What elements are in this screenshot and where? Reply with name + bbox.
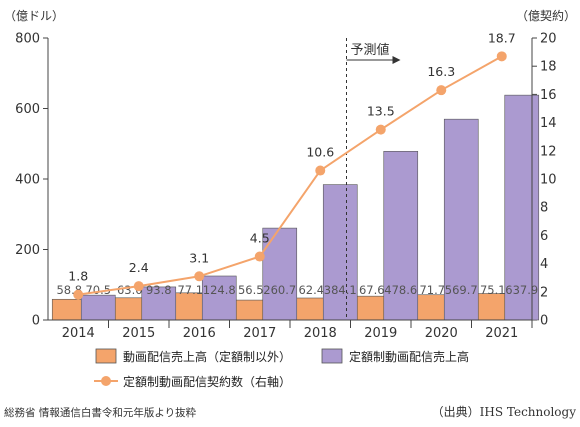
- bar-value-label: 124.8: [203, 283, 236, 297]
- line-value-label: 18.7: [488, 30, 516, 45]
- bar-subscription: [383, 150, 419, 321]
- right-tick-label: 8: [540, 201, 548, 216]
- legend-marker-contracts: [101, 376, 111, 386]
- line-value-label: 3.1: [189, 250, 209, 265]
- right-tick-label: 20: [540, 32, 557, 47]
- left-tick-label: 800: [15, 32, 40, 47]
- x-tick-label: 2019: [364, 326, 397, 341]
- bar-value-label: 62.4: [298, 283, 324, 297]
- right-tick-label: 2: [540, 285, 548, 300]
- line-point: [194, 271, 205, 282]
- bar-subscription: [201, 275, 237, 321]
- line-series-layer: [73, 51, 507, 300]
- bar-labels-layer: 58.8 63.0 77.1 56.5 62.4 67.6 71.7 75.170.5 93.8…: [56, 283, 538, 297]
- bar-value-label: 478.6: [384, 283, 417, 297]
- x-tick-label: 2018: [304, 326, 337, 341]
- line-value-label: 2.4: [129, 260, 149, 275]
- left-tick-label: 600: [15, 102, 40, 117]
- bar-value-label: 75.1: [480, 283, 506, 297]
- bar-subscription: [504, 94, 540, 321]
- line-point: [375, 124, 386, 135]
- line-labels-layer: 1.8 2.4 3.1 4.5 10.6 13.5 16.3 18.7: [68, 30, 515, 283]
- bar-subscription: [80, 294, 116, 321]
- line-point: [73, 289, 84, 300]
- x-tick-label: 2021: [485, 326, 518, 341]
- right-tick-label: 0: [540, 314, 548, 329]
- line-contracts: [78, 55, 503, 296]
- forecast-label: 予測値: [351, 42, 390, 58]
- bar-value-label: 56.5: [238, 283, 264, 297]
- legend-label-contracts: 定額制動画配信契約数（右軸）: [123, 374, 291, 389]
- right-tick-label: 16: [540, 88, 557, 103]
- right-tick-label: 14: [540, 116, 557, 131]
- bar-value-label: 93.8: [146, 283, 172, 297]
- x-tick-label: 2020: [425, 326, 458, 341]
- line-value-label: 16.3: [427, 64, 455, 79]
- right-tick-label: 4: [540, 257, 548, 272]
- left-tick-label: 400: [15, 173, 40, 188]
- bar-value-label: 637.9: [505, 283, 538, 297]
- right-axis-ticks: 0 2 4 6 8 10 12 14 16 18 20: [532, 32, 557, 329]
- line-point: [496, 51, 507, 62]
- bar-non-subscription: [475, 293, 511, 321]
- bar-subscription: [322, 184, 358, 321]
- footer-credit: （出典）IHS Technology: [432, 405, 577, 419]
- bar-subscription: [443, 118, 479, 321]
- line-point: [254, 251, 265, 262]
- bar-value-label: 384.1: [324, 283, 357, 297]
- bar-value-label: 67.6: [359, 283, 385, 297]
- left-axis-unit-label: （億ドル）: [4, 9, 64, 23]
- line-value-label: 1.8: [68, 269, 88, 284]
- left-axis-ticks: 0 200 400 600 800: [15, 32, 48, 329]
- right-tick-label: 12: [540, 144, 557, 159]
- bar-value-label: 77.1: [177, 283, 203, 297]
- x-tick-label: 2014: [62, 326, 95, 341]
- footer-source-note: 総務省 情報通信白書令和元年版より抜粋: [4, 406, 197, 419]
- line-point: [436, 85, 447, 96]
- line-value-label: 10.6: [306, 145, 334, 160]
- right-tick-label: 18: [540, 60, 557, 75]
- line-point: [133, 281, 144, 292]
- line-value-label: 4.5: [250, 231, 270, 246]
- legend-swatch-non-subscription: [95, 348, 117, 364]
- line-point: [315, 165, 326, 176]
- x-tick-label: 2016: [183, 326, 216, 341]
- bar-value-label: 569.7: [445, 283, 478, 297]
- bar-value-label: 71.7: [419, 283, 445, 297]
- line-value-label: 13.5: [367, 104, 395, 119]
- bars-layer: [51, 94, 540, 321]
- right-axis-unit-label: （億契約）: [516, 8, 576, 23]
- x-axis-ticks: 2014 2015 2016 2017 2018 2019 2020 2021: [62, 320, 533, 341]
- left-tick-label: 0: [32, 314, 40, 329]
- x-tick-label: 2017: [243, 326, 276, 341]
- right-tick-label: 6: [540, 229, 548, 244]
- legend-label-subscription: 定額制動画配信売上高: [349, 349, 469, 364]
- bar-value-label: 260.7: [263, 283, 296, 297]
- left-tick-label: 200: [15, 243, 40, 258]
- right-tick-label: 10: [540, 173, 557, 188]
- forecast-arrow-head: [392, 56, 401, 64]
- x-tick-label: 2015: [122, 326, 155, 341]
- legend-label-non-subscription: 動画配信売上高（定額制以外）: [123, 349, 291, 364]
- legend-swatch-subscription: [321, 348, 343, 364]
- forecast-marker: 予測値: [346, 38, 401, 320]
